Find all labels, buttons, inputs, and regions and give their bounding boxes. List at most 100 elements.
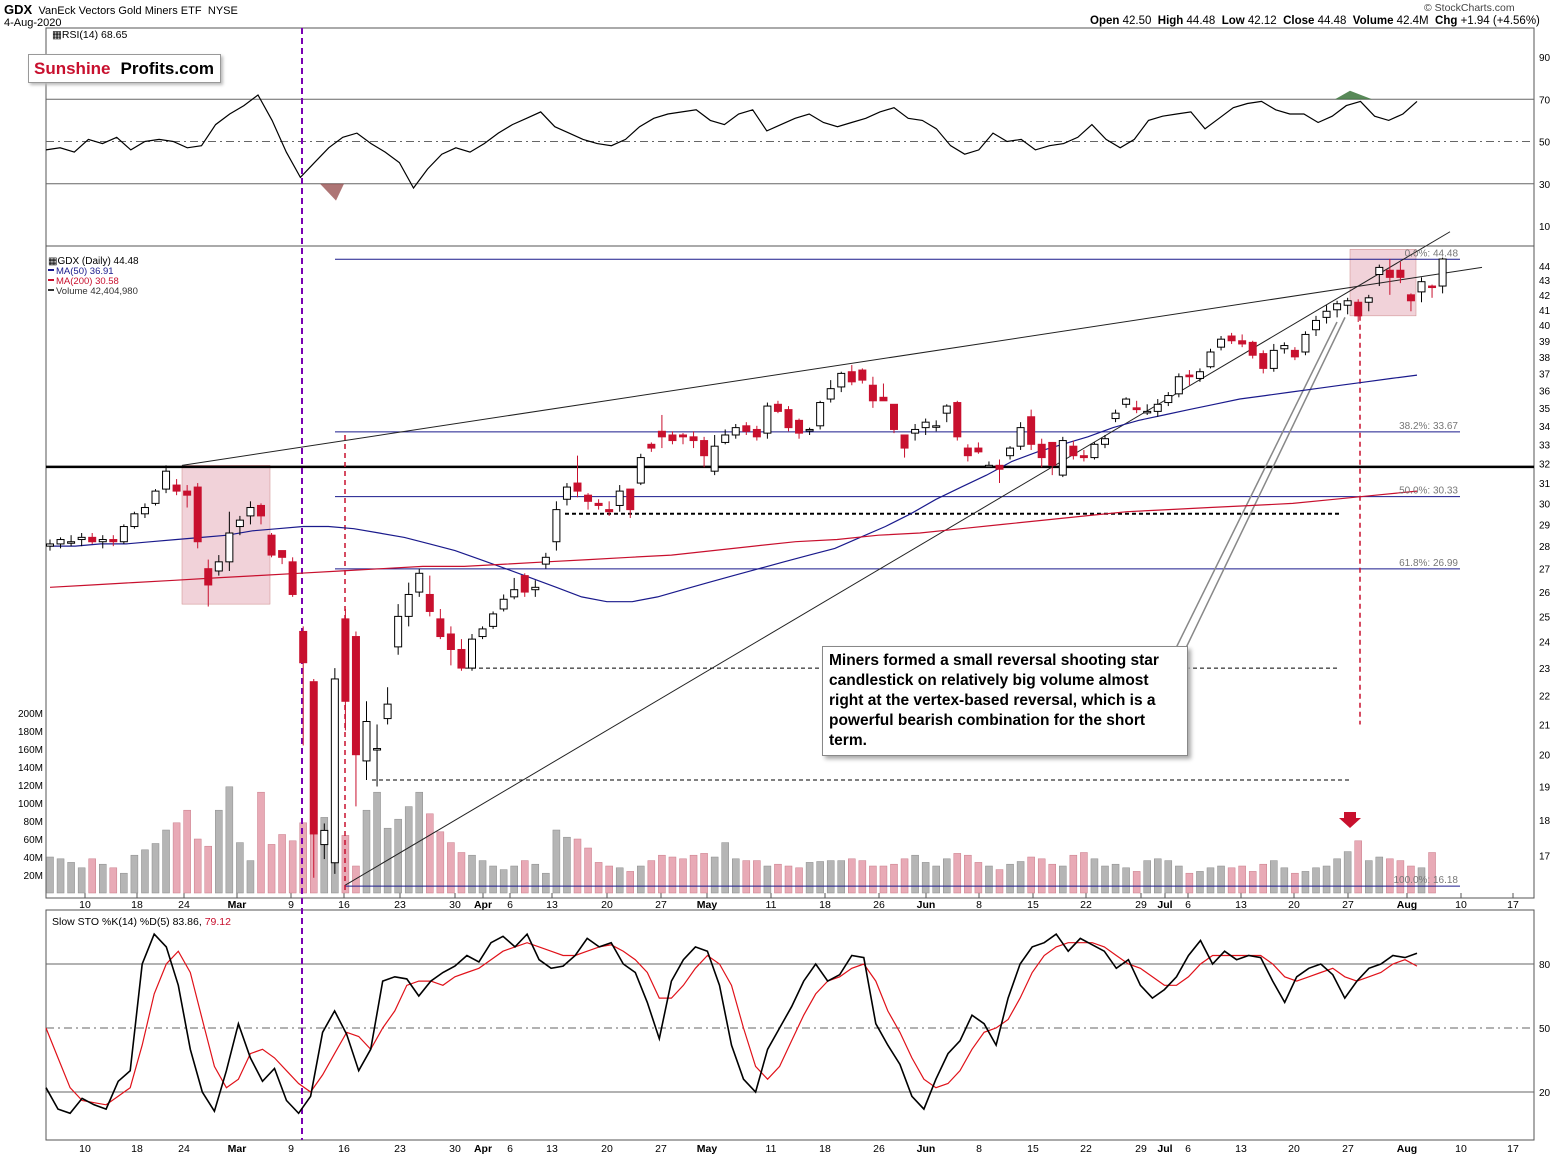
volume-bar: [1354, 840, 1362, 894]
price-y-tick: 38: [1539, 353, 1551, 364]
candle-body: [868, 384, 877, 402]
volume-bar: [1333, 858, 1341, 894]
sto-x-tick: 9: [288, 1143, 294, 1155]
candle-body: [541, 556, 550, 565]
volume-bar: [215, 809, 223, 894]
candle-body: [457, 648, 466, 669]
candle-body: [1174, 376, 1183, 395]
candle-body: [1058, 440, 1067, 476]
sto-y-tick: 20: [1539, 1088, 1551, 1099]
candle-body: [288, 561, 297, 595]
volume-bar: [1291, 872, 1299, 894]
ohlc-summary: Open 42.50 High 44.48 Low 42.12 Close 44…: [1090, 15, 1540, 27]
sto-x-tick: 18: [131, 1143, 143, 1155]
price-x-tick: 10: [1455, 899, 1467, 911]
volume-y-tick: 120M: [18, 781, 43, 792]
price-y-tick: 21: [1539, 720, 1551, 731]
candle-body: [499, 598, 508, 610]
price-x-tick: Mar: [228, 899, 247, 911]
volume-bar: [1185, 872, 1194, 894]
volume-bar: [1227, 867, 1236, 894]
candle-body: [468, 638, 476, 669]
volume-bar: [1122, 867, 1130, 894]
candle-body: [1111, 412, 1120, 420]
sto-x-tick: May: [697, 1143, 718, 1155]
volume-bar: [552, 829, 561, 894]
volume-bar: [267, 844, 276, 894]
rsi-y-tick: 10: [1539, 222, 1551, 233]
candle-body: [552, 509, 561, 543]
candle-body: [773, 403, 782, 412]
volume-bar: [1080, 852, 1088, 894]
volume-bar: [521, 860, 529, 894]
volume-bar: [837, 860, 845, 894]
candle-body: [1417, 281, 1426, 293]
price-y-tick: 39: [1539, 337, 1551, 348]
price-y-tick: 27: [1539, 565, 1551, 576]
volume-bar: [299, 822, 307, 894]
candle-body: [67, 541, 76, 544]
resistance-trendline: [181, 266, 1483, 466]
volume-bar: [1101, 865, 1109, 894]
volume-bar: [658, 854, 666, 894]
volume-bar: [900, 858, 909, 894]
price-y-tick: 24: [1539, 638, 1551, 649]
sto-x-tick: 26: [873, 1143, 885, 1155]
sto-x-tick: Mar: [228, 1143, 247, 1155]
sto-x-tick: 17: [1507, 1143, 1519, 1155]
security-name: VanEck Vectors Gold Miners ETF: [38, 5, 202, 17]
volume-bar: [257, 791, 265, 894]
volume-bar: [573, 838, 582, 894]
volume-y-tick: 40M: [24, 853, 43, 864]
sto-x-tick: 20: [1288, 1143, 1300, 1155]
candle-body: [1354, 301, 1363, 317]
candle-body: [921, 421, 930, 429]
candle-body: [193, 486, 202, 543]
sto-x-tick: 20: [601, 1143, 613, 1155]
candle-body: [1269, 349, 1278, 369]
candle-body: [341, 618, 350, 702]
candle-body: [1280, 345, 1289, 350]
candle-body: [373, 748, 382, 751]
volume-bar: [193, 838, 202, 894]
volume-bar: [753, 860, 761, 894]
candle-body: [594, 502, 603, 506]
volume-bar: [921, 862, 930, 894]
candle-body: [1364, 297, 1373, 303]
candle-body: [911, 428, 920, 434]
price-x-tick: 20: [601, 899, 613, 911]
volume-bar: [1132, 871, 1141, 894]
volume-bar: [120, 872, 128, 894]
sto-x-tick: 27: [1342, 1143, 1354, 1155]
candle-body: [689, 436, 698, 442]
sto-k-value: Slow STO %K(14) %D(5) 83.86,: [52, 916, 205, 928]
volume-bar: [1111, 863, 1120, 894]
candle-body: [626, 488, 635, 511]
candle-body: [56, 539, 65, 545]
candle-body: [953, 402, 962, 438]
price-y-tick: 43: [1539, 276, 1551, 287]
candle-body: [784, 409, 793, 429]
candle-body: [130, 513, 139, 528]
candle-body: [436, 618, 445, 638]
volume-bar: [362, 809, 371, 894]
volume-bar: [668, 856, 677, 894]
fibonacci-label: 50.0%: 30.33: [1399, 486, 1458, 497]
volume-bar: [141, 849, 149, 894]
price-y-tick: 30: [1539, 499, 1551, 510]
candle-body: [1122, 398, 1131, 405]
volume-bar: [1164, 860, 1173, 894]
sto-title: Slow STO %K(14) %D(5) 83.86, 79.12: [52, 916, 231, 928]
candle-body: [109, 539, 118, 543]
candle-body: [1406, 294, 1415, 302]
sto-x-tick: 30: [449, 1143, 461, 1155]
volume-bar: [879, 865, 888, 894]
candle-body: [890, 403, 898, 430]
volume-y-tick: 60M: [24, 835, 43, 846]
price-x-tick: 9: [288, 899, 294, 911]
rsi-y-tick: 90: [1539, 53, 1551, 64]
candle-body: [320, 829, 329, 846]
price-x-tick: 22: [1080, 899, 1092, 911]
volume-bar: [1238, 865, 1246, 894]
volume-bar: [56, 858, 65, 894]
